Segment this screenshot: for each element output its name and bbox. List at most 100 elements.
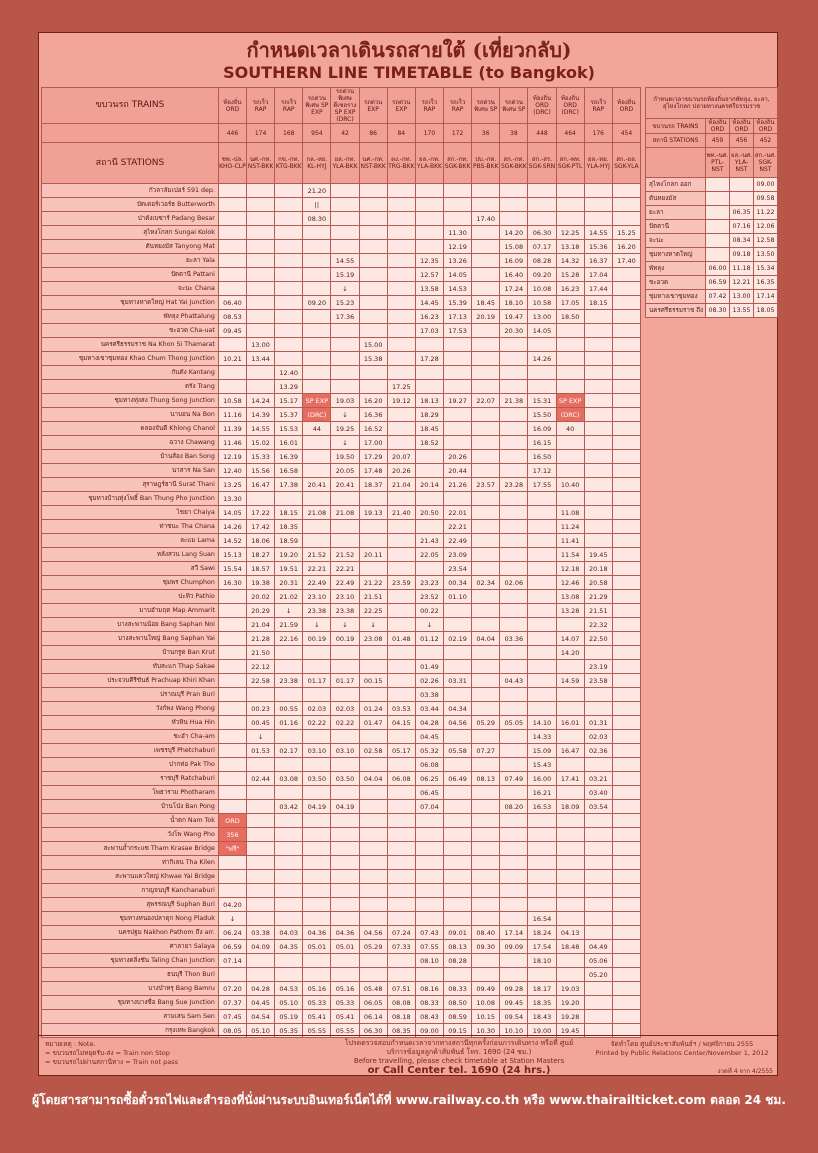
station-name: ละแม Lama [41, 533, 219, 548]
time-cell: 07.17 [527, 239, 557, 254]
time-cell [555, 491, 585, 506]
time-cell: 13.58 [414, 281, 445, 296]
station-row: วังก์พง Wang Phong 00.23 00.55 02.03 02.03 01… [41, 701, 642, 716]
time-cell [527, 183, 557, 198]
time-cell: 13.00 [527, 309, 557, 324]
time-cell [302, 659, 332, 674]
time-cell [499, 407, 529, 422]
time-cell: 12.40 [217, 463, 248, 478]
time-cell: 01.17 [330, 673, 360, 688]
time-cell [246, 799, 276, 814]
time-cell: 08.59 [442, 1009, 473, 1024]
time-cell [442, 645, 473, 660]
time-cell [386, 421, 416, 436]
station-name: ศาลายา Salaya [41, 939, 219, 954]
time-cell: 17.25 [386, 379, 416, 394]
time-cell: 14.39 [246, 407, 276, 422]
time-cell [611, 575, 642, 590]
time-cell: 10.08 [527, 281, 557, 296]
time-cell: 08.53 [217, 309, 248, 324]
time-cell [555, 855, 585, 870]
station-name: ธนบุรี Thon Buri [41, 967, 219, 982]
time-cell [386, 589, 416, 604]
time-cell [330, 519, 360, 534]
time-cell [386, 239, 416, 254]
local-panel-heading: กำหนดเวลาขบวนรถท้องถิ่นจากพัทลุง, ยะลา, … [645, 87, 778, 119]
time-cell [442, 197, 473, 212]
time-cell [246, 785, 276, 800]
time-cell: 11.46 [217, 435, 248, 450]
time-cell: 23.19 [583, 659, 613, 674]
local-panel-blank [645, 147, 706, 178]
time-cell: 17.38 [274, 477, 304, 492]
time-cell [302, 785, 332, 800]
time-cell: 10.30 [471, 1023, 501, 1038]
time-cell: 21.26 [442, 477, 473, 492]
time-cell [358, 659, 388, 674]
time-cell: 08.18 [386, 1009, 416, 1024]
local-time-cell: 08.30 [705, 303, 730, 318]
time-cell: 09.28 [499, 981, 529, 996]
time-cell [217, 617, 248, 632]
local-station-name: ชุมทางหาดใหญ่ [645, 247, 706, 262]
time-cell: 05.48 [358, 981, 388, 996]
time-cell: 05.16 [302, 981, 332, 996]
time-cell [274, 183, 304, 198]
time-cell [414, 491, 445, 506]
time-cell: 17.24 [499, 281, 529, 296]
time-cell: 05.16 [330, 981, 360, 996]
time-cell: 13.44 [246, 351, 276, 366]
time-cell [302, 645, 332, 660]
time-cell: 08.13 [471, 771, 501, 786]
local-time-cell: 13.00 [729, 289, 754, 304]
time-cell: 09.09 [499, 939, 529, 954]
time-cell [611, 211, 642, 226]
time-cell [330, 351, 360, 366]
time-cell [442, 897, 473, 912]
time-cell [217, 757, 248, 772]
time-cell [527, 673, 557, 688]
station-row: บัตเตอร์เวอร์ธ Butterworth || [41, 197, 642, 212]
time-cell: 01.16 [274, 715, 304, 730]
train-number: 170 [414, 123, 445, 143]
time-cell [527, 659, 557, 674]
time-cell: 05.33 [330, 995, 360, 1010]
time-cell [217, 337, 248, 352]
local-time-cell: 09.00 [753, 177, 778, 192]
time-cell [246, 197, 276, 212]
corner-stations-label: สถานี STATIONS [41, 142, 219, 184]
station-row: ไชยา Chaiya 14.05 17.22 18.15 21.08 21.08 19.1… [41, 505, 642, 520]
time-cell: 16.39 [274, 449, 304, 464]
time-cell [583, 421, 613, 436]
time-cell [527, 967, 557, 982]
time-cell: 00.19 [330, 631, 360, 646]
train-route: นศ.-กท. NST-BKK [246, 142, 276, 184]
time-cell [499, 463, 529, 478]
time-cell [358, 687, 388, 702]
station-row: ชุมทางหนองปลาดุก Nong Pladuk ↓ 16.54 [41, 911, 642, 926]
time-cell [499, 183, 529, 198]
time-cell [471, 617, 501, 632]
time-cell [330, 855, 360, 870]
time-cell: 19.20 [555, 995, 585, 1010]
time-cell [527, 519, 557, 534]
footer-notes: หมายเหตุ : Note. = ขบวนรถไม่หยุดรับ-ส่ง … [39, 1035, 779, 1076]
time-cell: 23.52 [414, 589, 445, 604]
time-cell [386, 687, 416, 702]
time-cell: 05.32 [414, 743, 445, 758]
time-cell: 18.35 [527, 995, 557, 1010]
time-cell [611, 659, 642, 674]
train-type: รถด่วน EXP [386, 87, 416, 124]
time-cell [414, 197, 445, 212]
time-cell [583, 911, 613, 926]
time-cell [499, 883, 529, 898]
time-cell: SP EXP [555, 393, 585, 408]
local-row: จะนะ 08.34 12.58 [645, 233, 778, 248]
time-cell [471, 519, 501, 534]
time-cell: 10.10 [499, 1023, 529, 1038]
time-cell [527, 855, 557, 870]
time-cell [611, 841, 642, 856]
time-cell [471, 197, 501, 212]
station-name: จะนะ Chana [41, 281, 219, 296]
time-cell [302, 463, 332, 478]
